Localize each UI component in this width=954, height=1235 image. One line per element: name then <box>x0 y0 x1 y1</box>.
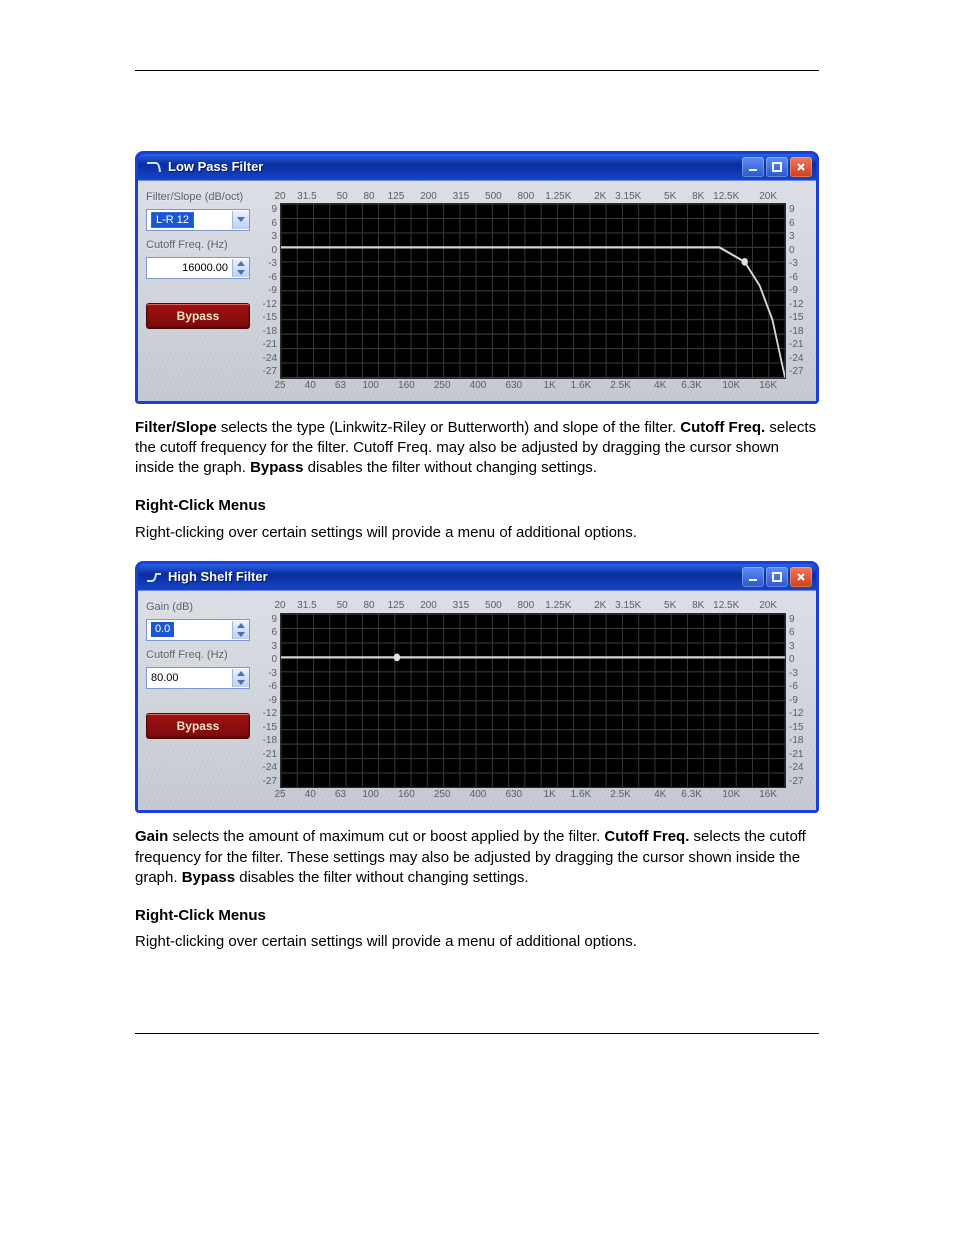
bottom-freq-axis: 2540631001602504006301K1.6K2.5K4K6.3K10K… <box>280 788 786 802</box>
spinner-buttons-icon[interactable] <box>232 621 249 639</box>
top-freq-axis: 2031.550801252003155008001.25K2K3.15K5K8… <box>280 189 786 203</box>
low-pass-window: Low Pass Filter Filter/Slope (dB/oct) L-… <box>135 151 819 404</box>
chevron-down-icon <box>232 211 249 229</box>
cutoff-value: 16000.00 <box>151 261 232 276</box>
filter-slope-dropdown[interactable]: L-R 12 <box>146 209 250 231</box>
curve-icon <box>146 570 162 584</box>
gain-value: 0.0 <box>151 622 174 637</box>
cutoff-label: Cutoff Freq. (Hz) <box>146 239 250 251</box>
plot-area[interactable] <box>280 203 786 379</box>
filter-slope-value: L-R 12 <box>151 212 194 228</box>
right-db-axis: 9630-3-6-9-12-15-18-21-24-27 <box>786 613 808 789</box>
low-pass-graph[interactable]: 2031.550801252003155008001.25K2K3.15K5K8… <box>258 189 808 393</box>
desc-term: Filter/Slope <box>135 419 217 436</box>
window-title: Low Pass Filter <box>168 158 263 176</box>
bypass-button[interactable]: Bypass <box>146 303 250 329</box>
cutoff-spinner[interactable]: 16000.00 <box>146 257 250 279</box>
desc-term: Gain <box>135 828 168 845</box>
curve-icon <box>146 160 162 174</box>
maximize-button[interactable] <box>766 567 788 587</box>
left-db-axis: 9630-3-6-9-12-15-18-21-24-27 <box>258 203 280 379</box>
right-db-axis: 9630-3-6-9-12-15-18-21-24-27 <box>786 203 808 379</box>
plot-svg <box>281 204 785 378</box>
gain-label: Gain (dB) <box>146 601 250 613</box>
desc-term: Bypass <box>250 459 303 476</box>
plot-svg <box>281 614 785 788</box>
cutoff-label: Cutoff Freq. (Hz) <box>146 649 250 661</box>
right-click-note: Right-clicking over certain settings wil… <box>135 523 819 543</box>
desc-term: Cutoff Freq. <box>680 419 765 436</box>
top-freq-axis: 2031.550801252003155008001.25K2K3.15K5K8… <box>280 599 786 613</box>
cutoff-value: 80.00 <box>151 671 232 686</box>
high-shelf-graph[interactable]: 2031.550801252003155008001.25K2K3.15K5K8… <box>258 599 808 803</box>
spinner-buttons-icon[interactable] <box>232 669 249 687</box>
bottom-rule <box>135 1033 819 1034</box>
low-pass-titlebar[interactable]: Low Pass Filter <box>138 154 816 180</box>
right-click-note: Right-clicking over certain settings wil… <box>135 932 819 952</box>
desc-term: Bypass <box>182 869 235 886</box>
left-db-axis: 9630-3-6-9-12-15-18-21-24-27 <box>258 613 280 789</box>
close-button[interactable] <box>790 567 812 587</box>
window-title: High Shelf Filter <box>168 568 268 586</box>
right-click-heading: Right-Click Menus <box>135 906 819 926</box>
high-shelf-window: High Shelf Filter Gain (dB) 0.0 <box>135 561 819 814</box>
high-shelf-titlebar[interactable]: High Shelf Filter <box>138 564 816 590</box>
bypass-button[interactable]: Bypass <box>146 713 250 739</box>
minimize-button[interactable] <box>742 157 764 177</box>
plot-area[interactable] <box>280 613 786 789</box>
spinner-buttons-icon[interactable] <box>232 259 249 277</box>
high-shelf-description: Gain selects the amount of maximum cut o… <box>135 827 819 888</box>
desc-term: Cutoff Freq. <box>604 828 689 845</box>
right-click-heading: Right-Click Menus <box>135 496 819 516</box>
low-pass-description: Filter/Slope selects the type (Linkwitz-… <box>135 418 819 479</box>
bottom-freq-axis: 2540631001602504006301K1.6K2.5K4K6.3K10K… <box>280 379 786 393</box>
filter-slope-label: Filter/Slope (dB/oct) <box>146 191 250 203</box>
minimize-button[interactable] <box>742 567 764 587</box>
cutoff-spinner[interactable]: 80.00 <box>146 667 250 689</box>
maximize-button[interactable] <box>766 157 788 177</box>
top-rule <box>135 70 819 71</box>
gain-spinner[interactable]: 0.0 <box>146 619 250 641</box>
close-button[interactable] <box>790 157 812 177</box>
